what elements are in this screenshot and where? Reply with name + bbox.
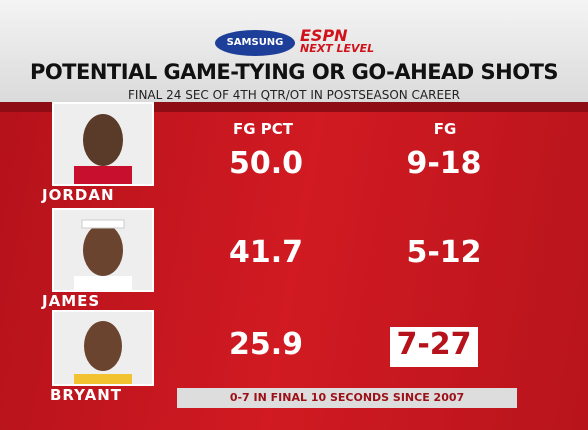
column-header: FG PCT — [232, 120, 293, 138]
subtitle: FINAL 24 SEC OF 4TH QTR/OT IN POSTSEASON… — [128, 88, 460, 102]
player-photo — [52, 310, 154, 386]
footnote: 0-7 IN FINAL 10 SECONDS SINCE 2007 — [177, 388, 517, 408]
fg-pct: 50.0 — [228, 146, 304, 181]
fg-pct: 25.9 — [228, 327, 304, 362]
fg: 5-12 — [406, 235, 482, 270]
sponsor-logo: SAMSUNG — [215, 30, 295, 56]
portrait — [74, 114, 132, 184]
fg: 9-18 — [406, 146, 482, 181]
player-name: BRYANT — [50, 386, 122, 404]
column-header: FG — [433, 120, 457, 138]
player-name: JORDAN — [42, 186, 115, 204]
fg-pct: 41.7 — [228, 235, 304, 270]
title: POTENTIAL GAME-TYING OR GO-AHEAD SHOTS — [29, 60, 559, 84]
player-name: JAMES — [42, 292, 101, 310]
network-logo: ESPN — [300, 26, 348, 45]
brand-logo: NEXT LEVEL — [300, 42, 375, 55]
highlight-box — [390, 327, 478, 367]
player-photo — [52, 102, 154, 186]
stripe — [0, 102, 588, 112]
player-photo — [52, 208, 154, 292]
portrait — [74, 219, 132, 290]
portrait — [74, 321, 132, 384]
fg: 7-27 — [396, 327, 472, 362]
